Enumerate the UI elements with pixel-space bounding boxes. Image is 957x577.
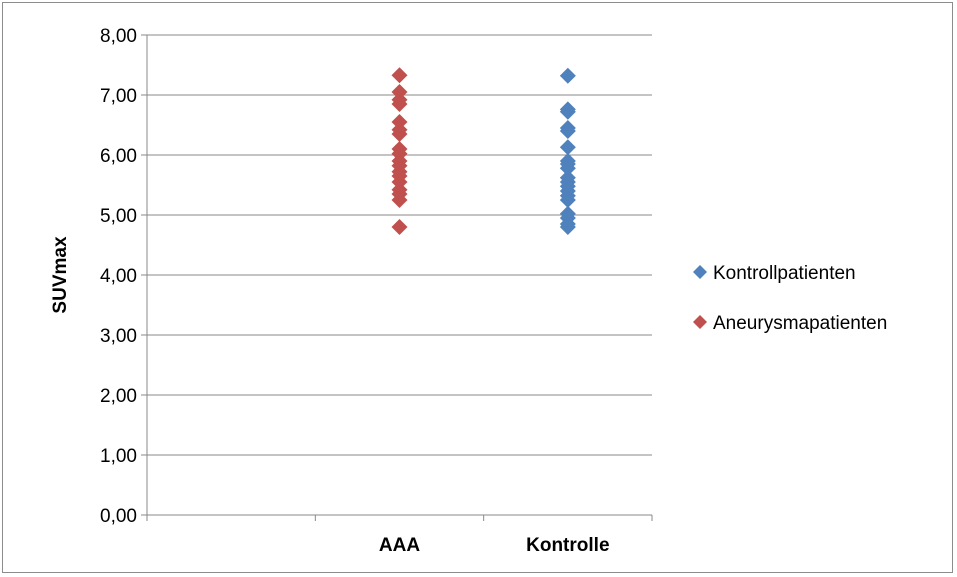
y-tick-labels: 0,00 1,00 2,00 3,00 4,00 5,00 6,00 7,00 8,00	[100, 26, 137, 527]
y-tick-label: 4,00	[100, 266, 137, 287]
y-tick-label: 2,00	[100, 386, 137, 407]
x-category-labels: AAA Kontrolle	[379, 535, 610, 556]
y-tick-label: 6,00	[100, 146, 137, 167]
y-tick-label: 8,00	[100, 26, 137, 47]
legend-marker	[693, 315, 707, 329]
data-point	[559, 103, 576, 120]
data-point	[559, 219, 576, 235]
data-point	[559, 192, 576, 208]
data-point	[391, 219, 408, 235]
legend-marker	[693, 265, 707, 279]
y-tick-label: 0,00	[100, 506, 137, 527]
y-tick-label: 3,00	[100, 326, 137, 347]
y-tick-label: 1,00	[100, 446, 137, 467]
data-point	[559, 139, 576, 156]
legend-label: Aneurysmapatienten	[713, 313, 887, 334]
data-points	[391, 67, 576, 235]
data-point	[391, 126, 408, 142]
x-category-label: AAA	[379, 535, 420, 556]
y-tick-label: 5,00	[100, 206, 137, 227]
data-point	[559, 123, 576, 139]
data-point	[391, 192, 408, 208]
data-point	[559, 67, 576, 84]
x-category-label: Kontrolle	[526, 535, 609, 556]
legend-label: Kontrollpatienten	[713, 263, 856, 284]
legend: Kontrollpatienten Aneurysmapatienten	[693, 263, 887, 334]
data-point	[559, 160, 576, 177]
data-point	[391, 96, 408, 112]
y-axis-title: SUVmax	[50, 236, 71, 314]
data-point	[391, 67, 408, 84]
x-axis	[146, 514, 653, 521]
y-tick-label: 7,00	[100, 86, 137, 107]
